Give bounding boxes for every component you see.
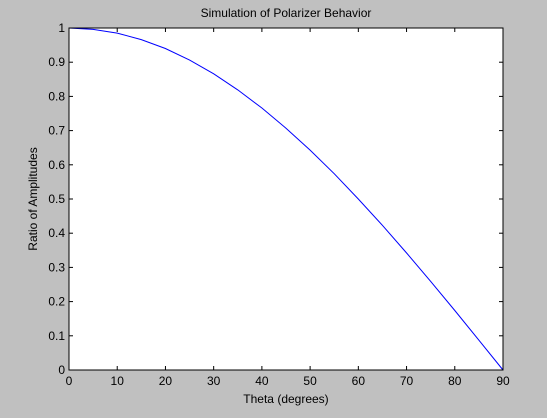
x-tick-label: 30 [207, 374, 221, 388]
plot-frame [68, 27, 504, 371]
x-tick-label: 80 [448, 374, 462, 388]
x-tick-label: 90 [496, 374, 510, 388]
x-tick-label: 10 [111, 374, 125, 388]
chart-title: Simulation of Polarizer Behavior [201, 6, 372, 20]
x-axis-ticks: 0 10 20 30 40 50 60 70 80 90 [66, 28, 510, 388]
y-tick-label: 0.9 [48, 55, 65, 69]
plot-area [69, 28, 503, 370]
x-tick-label: 0 [66, 374, 73, 388]
x-tick-label: 70 [400, 374, 414, 388]
y-tick-label: 0.6 [48, 158, 65, 172]
x-tick-label: 60 [352, 374, 366, 388]
y-tick-label: 0.7 [48, 124, 65, 138]
y-tick-label: 0.1 [48, 329, 65, 343]
x-axis-label: Theta (degrees) [243, 392, 328, 406]
x-tick-label: 40 [255, 374, 269, 388]
y-tick-label: 1 [58, 21, 65, 35]
x-tick-label: 20 [159, 374, 173, 388]
y-axis-label: Ratio of Amplitudes [26, 147, 40, 250]
y-tick-label: 0.8 [48, 89, 65, 103]
x-tick-label: 50 [303, 374, 317, 388]
series-line [68, 27, 504, 371]
y-tick-label: 0 [58, 363, 65, 377]
y-tick-label: 0.4 [48, 226, 65, 240]
y-tick-label: 0.2 [48, 295, 65, 309]
y-tick-label: 0.5 [48, 192, 65, 206]
y-tick-label: 0.3 [48, 260, 65, 274]
y-axis-ticks: 0 0.1 0.2 0.3 0.4 0.5 0.6 0.7 0.8 0.9 1 [48, 21, 503, 377]
